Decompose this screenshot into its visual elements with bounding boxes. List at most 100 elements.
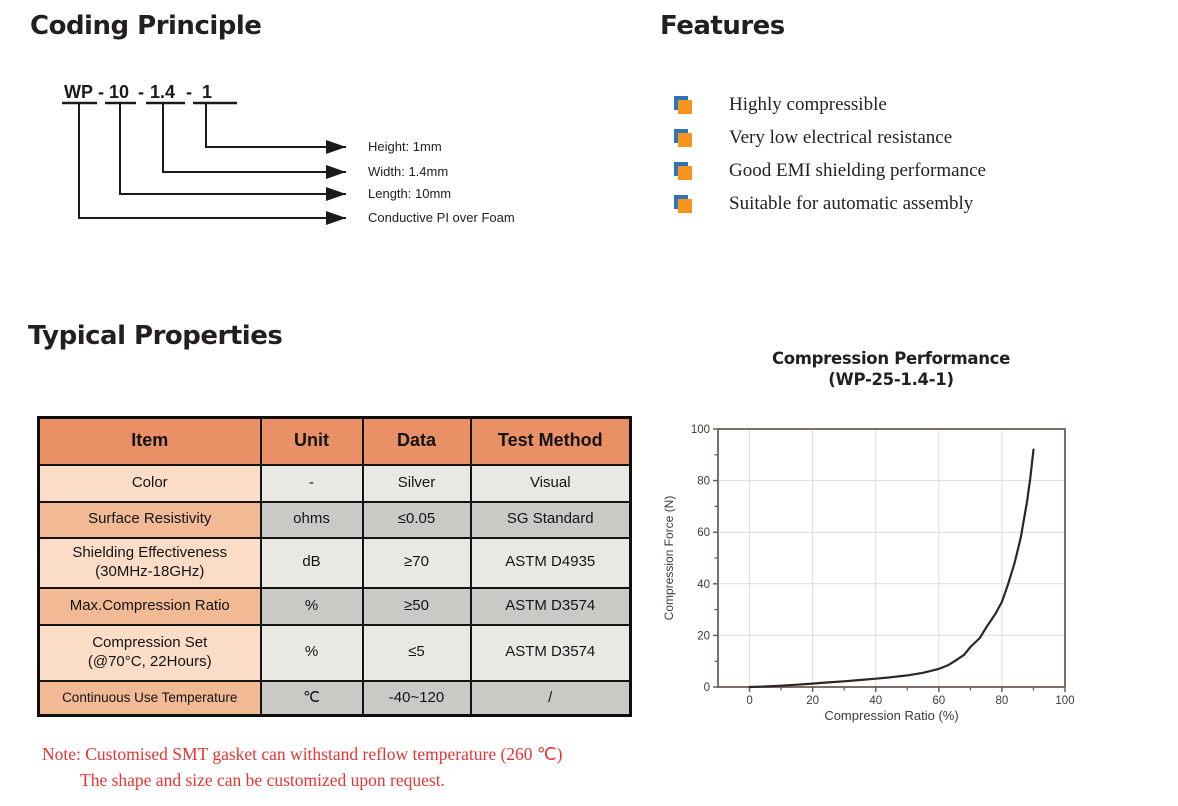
feature-item: Highly compressible	[674, 92, 986, 118]
y-tick-label: 100	[691, 424, 710, 436]
item-cell-line: Compression Set	[92, 634, 208, 652]
feature-item: Very low electrical resistance	[674, 125, 986, 151]
feature-item: Suitable for automatic assembly	[674, 191, 986, 217]
coding-principle-heading: Coding Principle	[30, 11, 262, 41]
feature-item-label: Good EMI shielding performance	[729, 160, 986, 181]
code-segment-length: 10	[109, 82, 129, 102]
item-cell-line: Shielding Effectiveness	[72, 544, 228, 562]
item-cell-line: Continuous Use Temperature	[62, 689, 238, 705]
feature-item: Good EMI shielding performance	[674, 158, 986, 184]
y-tick-label: 60	[697, 527, 710, 539]
item-cell: Color	[37, 463, 262, 503]
note-line-1: Note: Customised SMT gasket can withstan…	[42, 744, 563, 764]
unit-cell: dB	[259, 536, 364, 589]
square-bullet-icon	[674, 129, 692, 147]
table-row: Compression Set (@70°C, 22Hours)% ≤5 ASTM D…	[37, 623, 632, 682]
y-axis-title: Compression Force (N)	[662, 496, 676, 621]
chart-title: Compression Performance	[771, 349, 1011, 368]
features-heading: Features	[660, 11, 785, 41]
test-method-cell: /	[469, 679, 632, 717]
label-height: Height: 1mm	[368, 139, 442, 154]
data-cell: ≤0.05	[361, 500, 472, 539]
bullet-front-square	[678, 166, 692, 180]
chart-subtitle: (WP-25-1.4-1)	[828, 370, 954, 389]
data-cell: ≥50	[361, 586, 472, 626]
connector-height	[205, 104, 346, 154]
compression-performance-chart: 0 20 40 60 80 100 0 20 40 60 80 100 Compression Rati…	[662, 424, 1075, 723]
item-cell: Continuous Use Temperature	[37, 679, 262, 717]
typical-properties-heading: Typical Properties	[28, 321, 283, 351]
table-row: Surface Resistivity ohms ≤0.05 SG Standard	[37, 500, 632, 539]
unit-cell: %	[259, 623, 364, 682]
y-tick-label: 0	[704, 682, 710, 694]
column-header-test-method: Test Method	[469, 416, 632, 466]
item-cell: Surface Resistivity	[37, 500, 262, 539]
x-tick-label: 0	[746, 695, 752, 707]
features-list: Highly compressible Very low electrical r…	[674, 92, 986, 224]
item-cell-line: (@70°C, 22Hours)	[87, 652, 212, 670]
square-bullet-icon	[674, 162, 692, 180]
feature-item-label: Very low electrical resistance	[729, 127, 953, 148]
column-header-unit: Unit	[259, 416, 364, 466]
table-row: Max.Compression Ratio% ≥50 ASTM D3574	[37, 586, 632, 626]
unit-cell: %	[259, 586, 364, 626]
connector-length	[119, 104, 346, 201]
chart-title-block: Compression Performance (WP-25-1.4-1)	[676, 348, 1106, 390]
test-method-cell: Visual	[469, 463, 632, 503]
data-cell: ≤5	[361, 623, 472, 682]
code-separator: -	[98, 82, 104, 102]
table-row: Color - Silver Visual	[37, 463, 632, 503]
y-tick-label: 20	[697, 630, 710, 642]
item-cell: Max.Compression Ratio	[37, 586, 262, 626]
coding-principle-diagram: WP - 10 - 1.4 - 1 Height: 1mm Width: 1.4…	[62, 82, 515, 225]
data-cell: Silver	[361, 463, 472, 503]
plot-border	[717, 428, 1066, 688]
x-tick-label: 80	[996, 695, 1009, 707]
code-segment-height: 1	[202, 82, 212, 102]
item-cell-line: Max.Compression Ratio	[69, 596, 230, 614]
unit-cell: -	[259, 463, 364, 503]
unit-cell: ℃	[259, 679, 364, 717]
x-tick-label: 100	[1055, 695, 1074, 707]
unit-cell: ohms	[259, 500, 364, 539]
x-tick-label: 40	[869, 695, 882, 707]
data-cell: ≥70	[361, 536, 472, 589]
label-width: Width: 1.4mm	[368, 164, 448, 179]
test-method-cell: SG Standard	[469, 500, 632, 539]
item-cell: Compression Set (@70°C, 22Hours)	[37, 623, 262, 682]
code-segment-width: 1.4	[150, 82, 175, 102]
y-tick-label: 80	[697, 476, 710, 488]
table-row: Shielding Effectiveness (30MHz-18GHz) dB ≥7…	[37, 536, 632, 589]
data-cell: -40~120	[361, 679, 472, 717]
code-segment-prefix: WP	[64, 82, 93, 102]
test-method-cell: ASTM D3574	[469, 586, 632, 626]
x-tick-label: 20	[806, 695, 819, 707]
x-axis-title: Compression Ratio (%)	[824, 708, 958, 723]
item-cell: Shielding Effectiveness (30MHz-18GHz)	[37, 536, 262, 589]
table-row: Continuous Use Temperature ℃ -40~120/	[37, 679, 632, 717]
table-header-row: Item Unit Data Test Method	[37, 416, 632, 466]
code-separator: -	[186, 82, 192, 102]
test-method-cell: ASTM D3574	[469, 623, 632, 682]
label-material: Conductive PI over Foam	[368, 210, 515, 225]
bullet-front-square	[678, 133, 692, 147]
connector-material	[78, 104, 346, 225]
connector-width	[162, 104, 346, 179]
item-cell-line: (30MHz-18GHz)	[95, 562, 205, 580]
bullet-front-square	[678, 199, 692, 213]
note-text: Note: Customised SMT gasket can withstan…	[42, 741, 562, 793]
compression-curve	[748, 448, 1035, 689]
square-bullet-icon	[674, 96, 692, 114]
column-header-data: Data	[361, 416, 472, 466]
code-separator: -	[138, 82, 144, 102]
item-cell-line: Color	[131, 473, 168, 491]
y-tick-label: 40	[697, 579, 710, 591]
x-tick-label: 60	[932, 695, 945, 707]
bullet-front-square	[678, 100, 692, 114]
feature-item-label: Suitable for automatic assembly	[729, 193, 974, 214]
feature-item-label: Highly compressible	[729, 94, 887, 115]
column-header-item: Item	[37, 416, 262, 466]
square-bullet-icon	[674, 195, 692, 213]
table-body: Color - Silver Visual Surface Resistivity ohm…	[37, 463, 632, 717]
